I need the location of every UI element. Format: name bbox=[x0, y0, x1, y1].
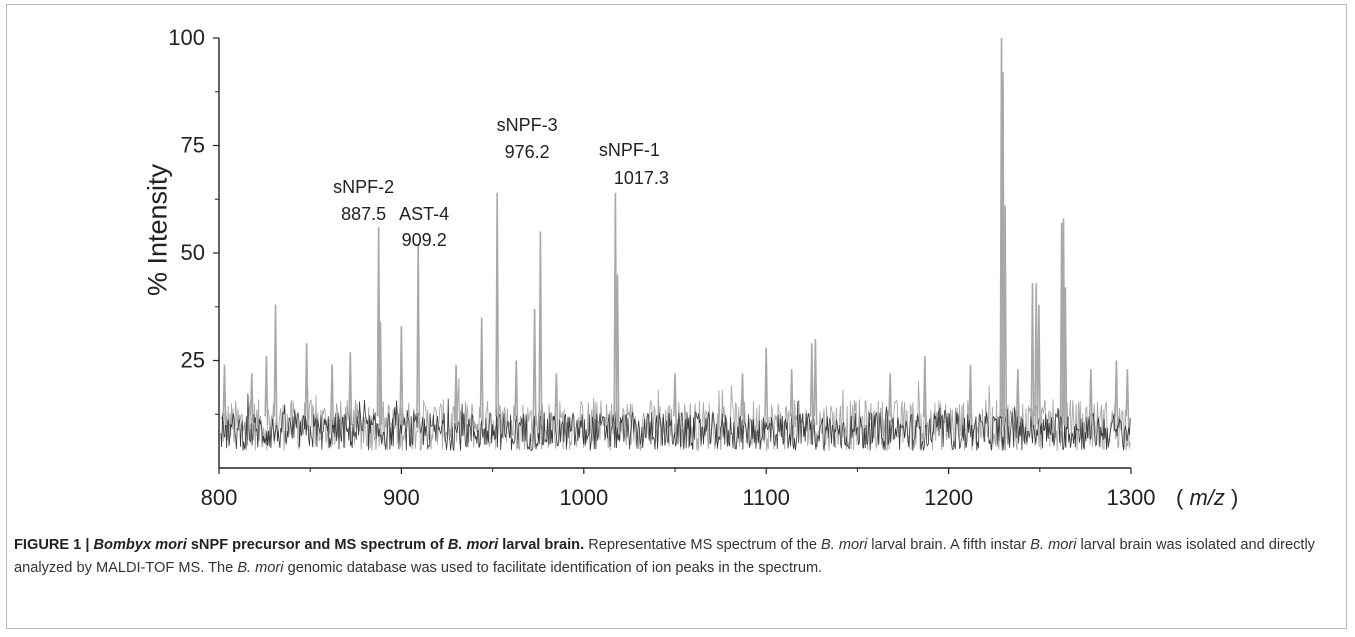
spectrum-peak bbox=[1114, 360, 1119, 426]
peak-annotation-name: sNPF-3 bbox=[497, 115, 558, 135]
spectrum-peak bbox=[1030, 283, 1035, 426]
spectrum-peak bbox=[922, 356, 927, 426]
spectrum-peak bbox=[454, 364, 459, 426]
x-tick-label: 1300 bbox=[1107, 485, 1156, 510]
x-tick-label: 1200 bbox=[924, 485, 973, 510]
spectrum-peak bbox=[1034, 283, 1039, 426]
spectrum-peak bbox=[813, 338, 818, 426]
spectrum-peak bbox=[1036, 304, 1041, 426]
peak-annotation-name: sNPF-1 bbox=[599, 140, 660, 160]
peak-annotation-name: AST-4 bbox=[399, 204, 449, 224]
x-tick-label: 900 bbox=[383, 485, 420, 510]
spectrum-peak bbox=[538, 231, 543, 426]
spectrum-peak bbox=[968, 364, 973, 426]
caption-body: Representative MS spectrum of the B. mor… bbox=[14, 537, 1315, 576]
spectrum-peak bbox=[495, 192, 500, 426]
spectrum-peak bbox=[1125, 369, 1130, 426]
spectrum-peak bbox=[416, 244, 421, 426]
spectrum-peak bbox=[399, 326, 404, 426]
spectrum-peak bbox=[304, 343, 309, 426]
x-tick-label: 800 bbox=[201, 485, 238, 510]
spectrum-peak bbox=[809, 343, 814, 426]
spectrum-peak bbox=[888, 373, 893, 426]
y-tick-label: 75 bbox=[181, 133, 205, 158]
peak-annotation-mz: 1017.3 bbox=[614, 168, 669, 188]
x-tick-label: 1000 bbox=[559, 485, 608, 510]
spectrum-peak bbox=[222, 364, 227, 426]
y-tick-label: 100 bbox=[168, 25, 205, 50]
spectrum-peak bbox=[1063, 287, 1068, 426]
y-tick-label: 25 bbox=[181, 348, 205, 373]
spectrum-peak bbox=[1003, 205, 1008, 426]
spectrum-peak bbox=[264, 356, 269, 426]
spectrum-layer bbox=[220, 37, 1131, 452]
spectrum-peak bbox=[1088, 369, 1093, 426]
spectrum-peak bbox=[554, 373, 559, 426]
spectrum-trace-dark bbox=[220, 393, 1131, 452]
figure-caption: FIGURE 1 | Bombyx mori sNPF precursor an… bbox=[14, 534, 1338, 580]
spectrum-chart: 800 900 1000 1100 1200 1300 25 50 75 100 ( m/z ) s… bbox=[168, 25, 1238, 510]
x-tick-label: 1100 bbox=[743, 485, 790, 510]
y-axis-label: % Intensity bbox=[142, 163, 173, 297]
peak-annotation-mz: 976.2 bbox=[505, 142, 550, 162]
tick-layer: 800 900 1000 1100 1200 1300 25 50 75 100 ( m/z ) bbox=[168, 25, 1238, 510]
spectrum-peak bbox=[532, 308, 537, 426]
spectrum-peak bbox=[249, 373, 254, 426]
spectrum-peak bbox=[1015, 369, 1020, 426]
spectrum-peak bbox=[479, 317, 484, 426]
spectrum-peak bbox=[673, 373, 677, 426]
spectrum-peak bbox=[740, 373, 745, 426]
spectrum-peak bbox=[348, 351, 353, 426]
spectrum-peak bbox=[514, 360, 519, 426]
peak-annotation-mz: 887.5 bbox=[341, 204, 386, 224]
figure-frame bbox=[6, 4, 1347, 629]
peak-annotation-mz: 909.2 bbox=[402, 230, 447, 250]
spectrum-peak bbox=[330, 364, 335, 426]
spectrum-peak bbox=[789, 369, 794, 426]
y-tick-label: 50 bbox=[181, 240, 205, 265]
spectrum-peak bbox=[615, 274, 620, 426]
annotation-layer: sNPF-2 887.5 AST-4 909.2 sNPF-3 976.2 sNPF-1 10… bbox=[333, 115, 669, 250]
spectrum-peak bbox=[764, 347, 769, 426]
x-axis-unit-label: ( m/z ) bbox=[1176, 485, 1238, 510]
caption-title: FIGURE 1 | Bombyx mori sNPF precursor an… bbox=[14, 537, 585, 553]
spectrum-peak bbox=[273, 304, 278, 426]
spectrum-peak bbox=[378, 321, 383, 426]
peak-annotation-name: sNPF-2 bbox=[333, 177, 394, 197]
